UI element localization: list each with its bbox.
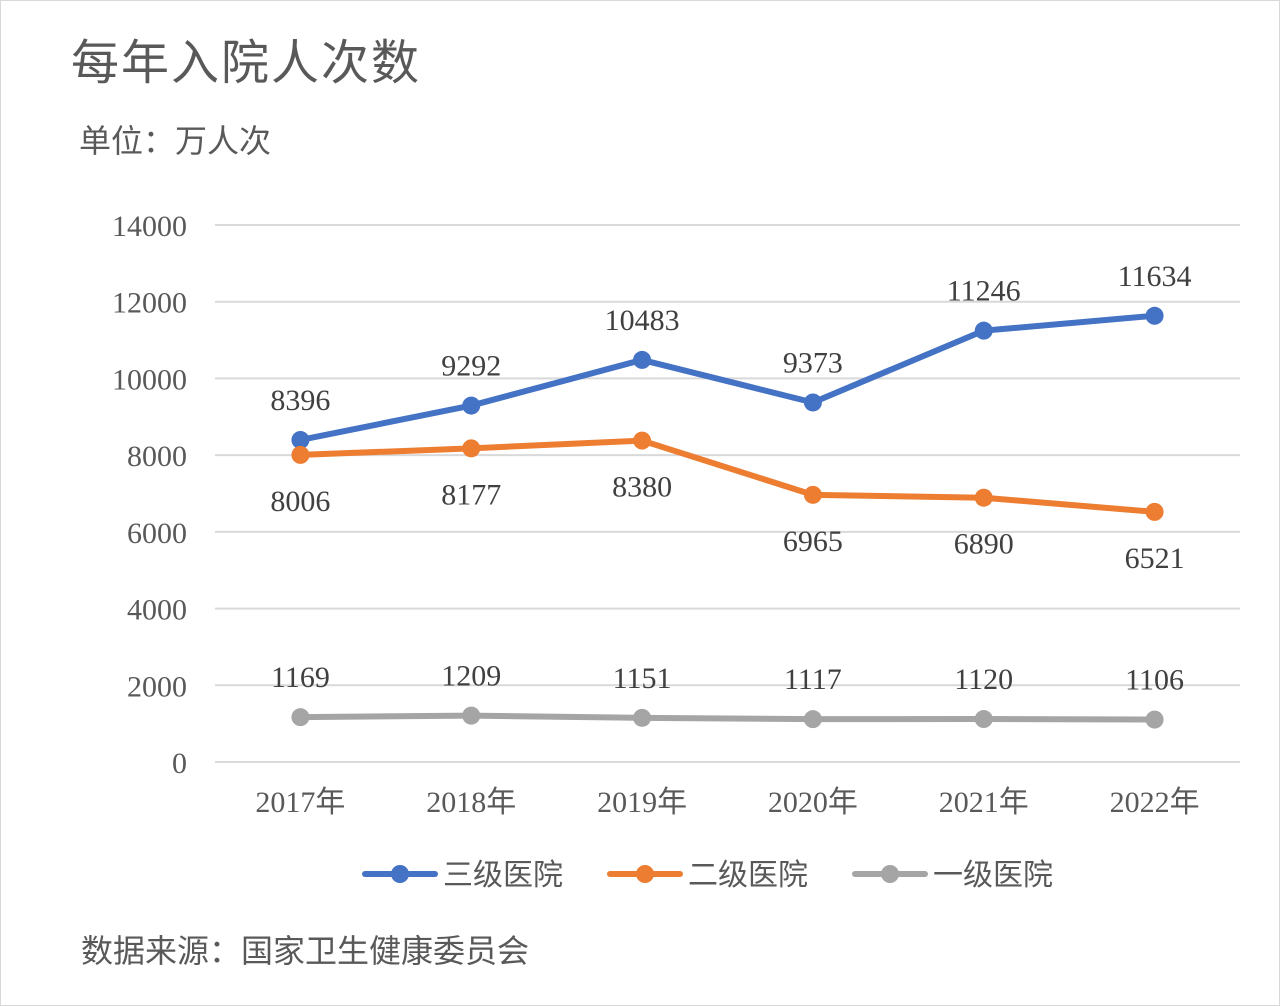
data-label: 9292 bbox=[441, 350, 501, 383]
legend-label: 三级医院 bbox=[443, 859, 563, 892]
y-tick-label: 2000 bbox=[127, 670, 187, 703]
y-tick-label: 6000 bbox=[127, 517, 187, 550]
y-tick-label: 10000 bbox=[112, 363, 187, 396]
data-label: 1151 bbox=[613, 662, 672, 695]
series-line-1 bbox=[297, 312, 1158, 443]
y-tick-label: 4000 bbox=[127, 594, 187, 627]
data-label: 8396 bbox=[270, 384, 330, 417]
x-tick-label: 2018年 bbox=[426, 786, 516, 819]
data-label: 1209 bbox=[441, 660, 501, 693]
data-point bbox=[803, 710, 822, 729]
data-point bbox=[633, 350, 652, 369]
data-label: 1117 bbox=[784, 663, 842, 696]
data-label: 8006 bbox=[270, 485, 330, 518]
data-point bbox=[462, 396, 481, 415]
data-point bbox=[291, 708, 310, 727]
data-point bbox=[633, 431, 652, 450]
source-note: 数据来源：国家卫生健康委员会 bbox=[81, 933, 530, 969]
y-tick-label: 12000 bbox=[112, 287, 187, 320]
data-point bbox=[1145, 502, 1164, 521]
data-point bbox=[974, 321, 993, 340]
data-label: 1169 bbox=[271, 661, 330, 694]
data-label: 9373 bbox=[783, 346, 843, 379]
data-point bbox=[803, 393, 822, 412]
legend-marker bbox=[391, 865, 409, 883]
legend-label: 二级医院 bbox=[688, 859, 808, 892]
data-label: 8380 bbox=[612, 471, 672, 504]
y-tick-label: 0 bbox=[172, 747, 187, 780]
data-label: 6965 bbox=[783, 525, 843, 558]
data-point bbox=[291, 445, 310, 464]
series-line-2 bbox=[297, 437, 1158, 515]
x-tick-label: 2021年 bbox=[939, 786, 1029, 819]
x-tick-label: 2020年 bbox=[768, 786, 858, 819]
data-label: 6521 bbox=[1125, 542, 1185, 575]
data-label: 1120 bbox=[954, 663, 1013, 696]
legend-marker bbox=[881, 865, 899, 883]
data-point bbox=[1145, 306, 1164, 325]
data-point bbox=[462, 706, 481, 725]
y-tick-label: 14000 bbox=[112, 210, 187, 243]
data-point bbox=[1145, 710, 1164, 729]
data-label: 6890 bbox=[954, 528, 1014, 561]
data-label: 11634 bbox=[1118, 260, 1192, 293]
legend-marker bbox=[636, 865, 654, 883]
unit-label: 单位：万人次 bbox=[79, 123, 272, 159]
data-label: 10483 bbox=[605, 304, 680, 337]
data-label: 1106 bbox=[1125, 664, 1184, 697]
data-label: 8177 bbox=[441, 478, 501, 511]
series-line-3 bbox=[297, 712, 1158, 723]
x-tick-label: 2022年 bbox=[1110, 786, 1200, 819]
chart-title: 每年入院人次数 bbox=[71, 37, 422, 90]
x-tick-label: 2019年 bbox=[597, 786, 687, 819]
data-point bbox=[803, 485, 822, 504]
data-label: 11246 bbox=[947, 275, 1021, 308]
x-tick-label: 2017年 bbox=[255, 786, 345, 819]
data-point bbox=[633, 708, 652, 727]
data-point bbox=[462, 439, 481, 458]
data-point bbox=[291, 430, 310, 449]
data-point bbox=[974, 488, 993, 507]
data-point bbox=[974, 710, 993, 729]
legend-label: 一级医院 bbox=[933, 859, 1053, 892]
y-tick-label: 8000 bbox=[127, 440, 187, 473]
